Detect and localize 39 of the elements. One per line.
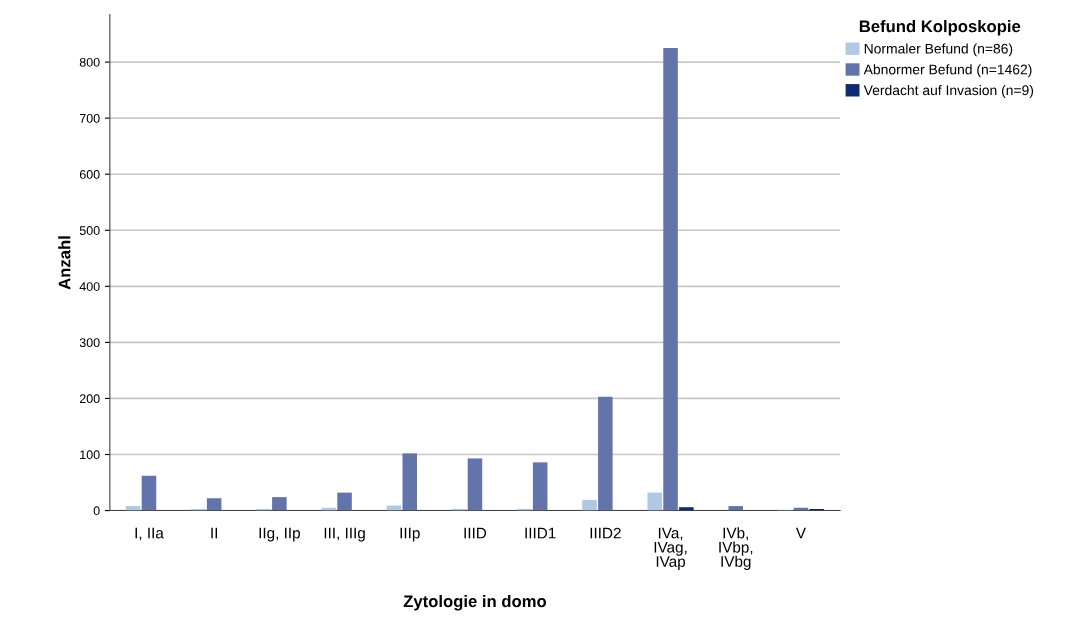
legend-label: Normaler Befund (n=86) [864,43,1013,57]
x-axis-title: Zytologie in domo [403,594,547,611]
y-tick-label: 100 [80,450,100,460]
y-tick-label: 300 [79,338,100,348]
bar [679,507,694,511]
x-tick-label: I, IIa [135,527,164,541]
x-tick-label: IIID2 [590,527,621,539]
bar [337,492,352,511]
bar [663,48,678,511]
bar [647,492,663,511]
bar [598,396,613,511]
bar [532,462,548,511]
legend-title: Befund Kolposkopie [859,20,1021,36]
x-tick-label: IIID [464,527,487,539]
x-tick-label: IIIp [400,527,420,542]
bar [402,453,418,511]
x-tick-label: IIID1 [525,527,556,539]
y-tick-label: 700 [79,113,100,123]
bar [582,499,597,511]
y-tick-label: 800 [79,57,100,67]
bar [272,497,287,511]
bar [728,506,744,511]
y-axis-title: Anzahl [58,236,71,290]
legend-label: Abnormer Befund (n=1462) [863,64,1032,78]
x-tick-label: IVb, IVbp, IVbg [719,527,753,570]
x-tick-label: IIg, IIp [259,527,300,542]
bar [141,475,157,511]
x-tick-label: III, IIIg [324,527,365,542]
y-tick-label: 400 [79,282,100,291]
bar [206,498,222,511]
x-tick-label: V [795,527,806,539]
y-tick-label: 500 [79,226,100,235]
y-tick-label: 200 [79,394,100,404]
y-tick-label: 600 [79,170,100,179]
x-tick-label: IVa, IVag, IVap [654,527,687,570]
x-tick-label: II [211,527,218,539]
bar [467,458,483,511]
y-tick-label: 0 [93,506,100,516]
legend-label: Verdacht auf Invasion (n=9) [863,84,1034,98]
